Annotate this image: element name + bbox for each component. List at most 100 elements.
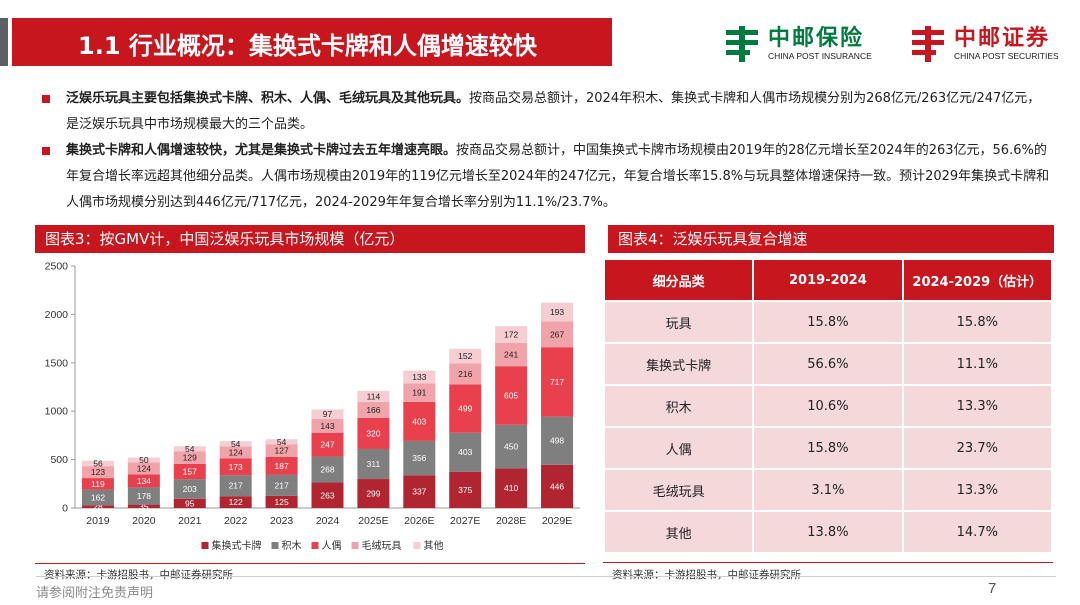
bar-segment — [219, 475, 252, 497]
data-label: 162 — [91, 492, 105, 502]
data-label: 134 — [137, 476, 151, 486]
table-cell: 11.1% — [901, 342, 1054, 386]
bar-segment — [173, 451, 206, 464]
data-label: 216 — [458, 369, 472, 379]
bar-segment — [541, 302, 574, 322]
bar-segment — [265, 456, 298, 475]
data-label: 28 — [93, 502, 103, 512]
bar-segment — [219, 441, 252, 447]
bar-segment — [357, 401, 390, 418]
bar-segment — [357, 390, 390, 402]
x-tick-label: 2021 — [178, 515, 202, 527]
table-cell: 14.7% — [901, 510, 1054, 554]
legend-label: 集换式卡牌 — [212, 539, 262, 552]
insurance-logo-en: CHINA POST INSURANCE — [768, 50, 872, 61]
y-tick-label: 1000 — [45, 406, 69, 418]
data-label: 268 — [320, 465, 334, 475]
x-tick-label: 2027E — [450, 515, 480, 527]
bar-segment — [127, 457, 160, 463]
table-cell: 13.8% — [752, 510, 904, 554]
data-label: 50 — [139, 455, 149, 465]
column-header: 2019-2024 — [752, 258, 904, 302]
legend-label: 毛绒玩具 — [362, 539, 402, 552]
bar-segment — [81, 505, 114, 508]
bullet-body: 按商品交易总额计，2024年积木、集换式卡牌和人偶市场规模分别为268亿元/26… — [66, 91, 1041, 132]
data-label: 172 — [504, 330, 518, 340]
bar-segment — [449, 363, 482, 385]
data-label: 717 — [550, 377, 564, 387]
data-label: 605 — [504, 390, 518, 400]
data-label: 267 — [550, 329, 564, 339]
bar-segment — [449, 348, 482, 364]
data-label: 450 — [504, 442, 518, 452]
data-label: 54 — [277, 437, 287, 447]
bar-segment — [265, 444, 298, 457]
table-cell: 毛绒玩具 — [602, 468, 755, 512]
growth-rate-table: 细分品类 2019-2024 2024-2029（估计） 玩具 15.8% 15… — [602, 258, 1054, 554]
china-post-insurance-logo-icon — [726, 26, 758, 62]
data-label: 124 — [229, 447, 243, 457]
figure-4-title: 图表4：泛娱乐玩具复合增速 — [608, 225, 1054, 253]
bar-segment — [265, 439, 298, 445]
bar-segment — [81, 460, 114, 467]
data-label: 119 — [91, 479, 105, 489]
y-tick-label: 2500 — [45, 261, 69, 273]
source-divider-right — [603, 562, 1053, 563]
bar-segment — [403, 440, 436, 476]
legend-swatch — [311, 542, 319, 549]
bar-segment — [495, 342, 528, 367]
table-cell: 13.3% — [901, 384, 1054, 428]
legend-swatch — [271, 542, 279, 549]
data-label: 124 — [137, 463, 151, 473]
data-label: 337 — [412, 487, 426, 497]
table-cell: 人偶 — [602, 426, 755, 470]
data-label: 166 — [366, 405, 380, 415]
y-tick-label: 0 — [62, 503, 68, 515]
source-divider-left — [35, 563, 585, 564]
data-label: 499 — [458, 404, 472, 414]
bar-segment — [127, 474, 160, 488]
table-cell: 10.6% — [752, 384, 904, 428]
data-label: 54 — [185, 444, 195, 454]
data-label: 129 — [183, 453, 197, 463]
bullet-bold-lead: 集换式卡牌和人偶增速较快，尤其是集换式卡牌过去五年增速亮眼。 — [66, 143, 457, 158]
table-row: 人偶 15.8% 23.7% — [602, 426, 1054, 470]
bar-segment — [173, 498, 206, 508]
table-cell: 玩具 — [602, 300, 755, 344]
bar-segment — [495, 326, 528, 343]
data-label: 217 — [229, 481, 243, 491]
data-label: 173 — [229, 462, 243, 472]
x-tick-label: 2026E — [404, 515, 434, 527]
table-cell: 积木 — [602, 384, 755, 428]
table-cell: 集换式卡牌 — [602, 342, 755, 386]
data-label: 157 — [183, 467, 197, 477]
data-label: 410 — [504, 483, 518, 493]
bar-segment — [495, 424, 528, 469]
data-label: 446 — [550, 481, 564, 491]
data-label: 299 — [366, 489, 380, 499]
bar-segment — [357, 448, 390, 480]
bar-segment — [403, 370, 436, 384]
bullet-item: 泛娱乐玩具主要包括集换式卡牌、积木、人偶、毛绒玩具及其他玩具。按商品交易总额计，… — [40, 86, 1050, 138]
legend-swatch — [413, 542, 421, 549]
data-label: 114 — [367, 391, 381, 401]
page-number: 7 — [988, 580, 997, 597]
bar-segment — [449, 471, 482, 508]
legend-label: 积木 — [282, 540, 302, 552]
bar-segment — [311, 482, 344, 508]
data-label: 125 — [274, 497, 288, 507]
bar-segment — [541, 347, 574, 417]
x-tick-label: 2020 — [132, 515, 156, 527]
column-header: 细分品类 — [602, 258, 755, 302]
china-post-securities-logo: 中邮证券 CHINA POST SECURITIES — [908, 22, 1059, 66]
bar-segment — [219, 458, 252, 476]
legend-swatch — [351, 542, 359, 549]
bar-segment — [357, 417, 390, 449]
x-tick-label: 2019 — [86, 515, 110, 527]
table-row: 玩具 15.8% 15.8% — [602, 300, 1054, 344]
data-label: 217 — [274, 480, 288, 490]
bar-segment — [127, 487, 160, 505]
x-tick-label: 2024 — [316, 515, 340, 527]
disclaimer-text: 请参阅附注免责声明 — [36, 586, 154, 601]
securities-logo-cn: 中邮证券 — [954, 25, 1051, 51]
